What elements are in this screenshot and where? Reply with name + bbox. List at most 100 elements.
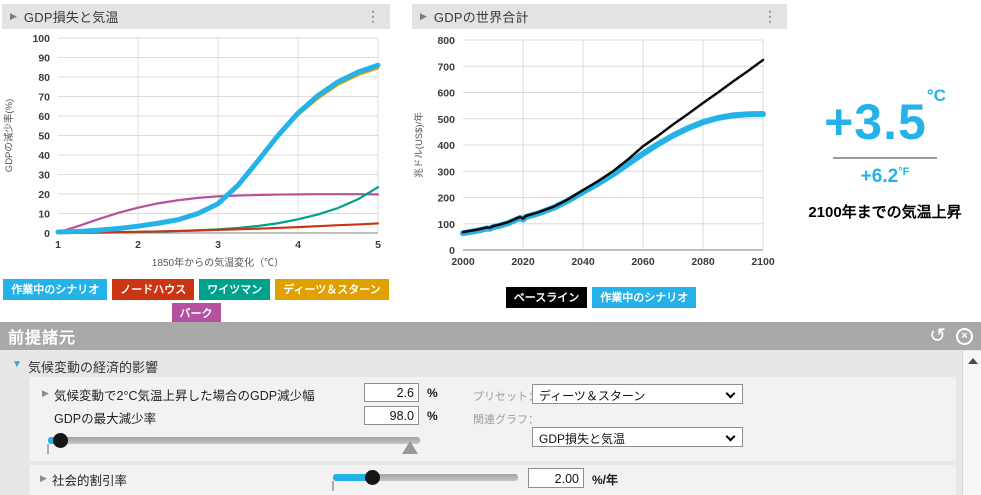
series-line	[56, 222, 380, 234]
svg-text:500: 500	[437, 114, 455, 126]
collapse-icon[interactable]: ▶	[10, 11, 17, 21]
svg-text:100: 100	[32, 33, 50, 45]
svg-text:700: 700	[437, 61, 455, 73]
gdp-total-panel-header: ▶ GDPの世界合計 ⋮	[412, 4, 787, 29]
percent-per-year-unit: %/年	[592, 473, 619, 487]
kebab-menu-icon[interactable]: ⋮	[763, 8, 777, 24]
gdp-loss-legend: 作業中のシナリオ ノードハウス ワイツマン ディーツ＆スターン バーク	[2, 279, 390, 324]
svg-text:10: 10	[38, 209, 50, 221]
series-line	[461, 58, 765, 234]
discount-rate-input[interactable]	[528, 468, 584, 488]
percent-unit: %	[427, 386, 438, 400]
percent-unit: %	[427, 409, 438, 423]
series-line	[56, 193, 380, 234]
svg-text:70: 70	[38, 92, 50, 104]
svg-text:60: 60	[38, 111, 50, 123]
series-line	[55, 62, 381, 235]
gdp-total-chart: 0 100 200 300 400 500 600 700 800 2000 2020 2040 206…	[413, 35, 775, 268]
series-line	[460, 111, 766, 237]
svg-text:800: 800	[437, 35, 455, 47]
svg-text:2040: 2040	[571, 256, 595, 268]
fahrenheit-unit: °F	[898, 166, 910, 178]
slider-default-tick	[332, 481, 334, 491]
gdp-loss-slider-track[interactable]	[48, 437, 420, 444]
svg-text:3: 3	[215, 239, 221, 251]
panel-scrollbar[interactable]	[962, 351, 981, 495]
reset-icon[interactable]: ↺	[929, 325, 946, 347]
gridlines: 0 10 20 30 40 50 60 70 80 90 100 1 2 3 4 5	[32, 33, 381, 251]
gdp-max-loss-label: GDPの最大減少率	[54, 412, 157, 426]
svg-text:20: 20	[38, 189, 50, 201]
svg-text:100: 100	[437, 219, 455, 231]
assumptions-panel-header: 前提諸元 ↺ ×	[0, 322, 981, 350]
svg-text:600: 600	[437, 88, 455, 100]
section-collapse-icon[interactable]: ▼	[12, 359, 22, 370]
svg-text:2060: 2060	[631, 256, 655, 268]
related-graph-label: 関連グラフ：	[473, 414, 539, 426]
svg-text:300: 300	[437, 166, 455, 178]
row-expand-icon[interactable]: ▶	[42, 388, 49, 398]
close-icon[interactable]: ×	[956, 327, 973, 345]
discount-rate-slider-fill	[333, 474, 373, 481]
slider-default-tick	[47, 444, 49, 454]
gdp-loss-panel-header: ▶ GDP損失と気温 ⋮	[2, 4, 390, 29]
temperature-readout: +3.5°C +6.2°F 2100年までの気温上昇	[793, 86, 977, 222]
svg-text:0: 0	[44, 228, 50, 240]
legend-item: 作業中のシナリオ	[3, 279, 108, 300]
celsius-unit: °C	[926, 86, 946, 105]
discount-rate-slider-handle[interactable]	[365, 470, 380, 485]
svg-text:90: 90	[38, 53, 50, 65]
svg-text:0: 0	[449, 245, 455, 257]
y-axis-title: 兆ドル(US$)/年	[413, 112, 425, 178]
legend-item: バーク	[171, 303, 221, 324]
row-expand-icon[interactable]: ▶	[40, 473, 47, 483]
preset-label: プリセット：	[473, 391, 539, 403]
svg-text:40: 40	[38, 150, 50, 162]
gdp-max-loss-input[interactable]	[364, 406, 419, 425]
related-graph-select[interactable]: GDP損失と気温	[532, 427, 743, 447]
temperature-celsius: +3.5°C	[824, 86, 946, 150]
chevron-down-icon	[725, 388, 736, 399]
legend-row: バーク	[171, 303, 221, 324]
legend-item: ディーツ＆スターン	[275, 279, 389, 300]
legend-row: ベースライン 作業中のシナリオ	[505, 287, 697, 308]
chevron-down-icon	[725, 431, 736, 442]
legend-item: 作業中のシナリオ	[592, 287, 697, 308]
legend-row: 作業中のシナリオ ノードハウス ワイツマン ディーツ＆スターン	[3, 279, 389, 300]
scroll-up-icon[interactable]	[968, 358, 978, 364]
svg-text:1: 1	[55, 239, 61, 251]
gdp-total-chart-title: GDPの世界合計	[433, 10, 529, 25]
svg-text:80: 80	[38, 72, 50, 84]
legend-item: ワイツマン	[199, 279, 271, 300]
gdp-loss-at-2c-label: 気候変動で2°C気温上昇した場合のGDP減少幅	[54, 389, 315, 403]
gdp-total-legend: ベースライン 作業中のシナリオ	[412, 287, 790, 308]
discount-rate-label: 社会的割引率	[52, 474, 128, 488]
section-label[interactable]: 気候変動の経済的影響	[28, 360, 159, 375]
gdp-loss-at-2c-input[interactable]	[364, 383, 419, 402]
preset-select[interactable]: ディーツ＆スターン	[532, 384, 743, 404]
assumptions-panel-title: 前提諸元	[8, 330, 77, 347]
svg-text:50: 50	[38, 131, 50, 143]
legend-item: ノードハウス	[112, 279, 195, 300]
temperature-divider	[833, 157, 937, 159]
series-lines	[460, 58, 766, 237]
svg-text:2100: 2100	[751, 256, 775, 268]
gdp-loss-slider-handle[interactable]	[53, 433, 68, 448]
legend-item: ベースライン	[505, 287, 588, 308]
gdp-loss-chart: 0 10 20 30 40 50 60 70 80 90 100 1 2 3 4 5 GDPの減少率(%) 185…	[3, 33, 381, 269]
svg-text:2000: 2000	[451, 256, 475, 268]
y-axis-title: GDPの減少率(%)	[3, 99, 15, 172]
collapse-icon[interactable]: ▶	[420, 11, 427, 21]
related-graph-select-value: GDP損失と気温	[539, 432, 626, 446]
preset-select-value: ディーツ＆スターン	[539, 389, 646, 403]
discount-rate-slider-track[interactable]	[333, 474, 518, 481]
svg-text:30: 30	[38, 170, 50, 182]
gdp-loss-chart-title: GDP損失と気温	[23, 10, 119, 25]
series-lines	[55, 62, 381, 235]
economic-impact-block	[30, 377, 956, 461]
preset-marker-icon	[402, 441, 418, 454]
kebab-menu-icon[interactable]: ⋮	[366, 8, 380, 24]
svg-text:2080: 2080	[691, 256, 715, 268]
svg-text:2: 2	[135, 239, 141, 251]
temperature-fahrenheit: +6.2°F	[860, 166, 910, 187]
